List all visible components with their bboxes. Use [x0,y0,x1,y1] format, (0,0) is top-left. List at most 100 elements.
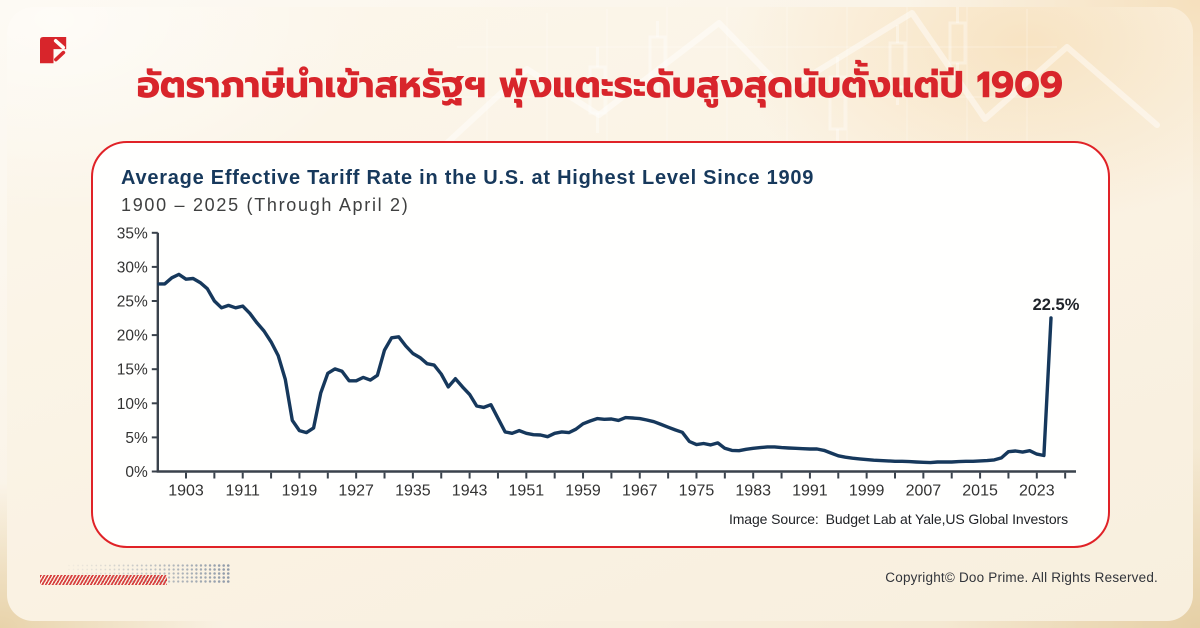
deco-dot [68,568,70,571]
deco-dot [217,564,221,567]
deco-dot [226,564,230,567]
copyright-text: Copyright© Doo Prime. All Rights Reserve… [885,570,1158,585]
x-axis-label: 2015 [962,483,998,500]
deco-dot [213,580,216,583]
deco-dot [208,580,212,583]
deco-dot [145,568,148,571]
deco-dot [81,572,84,575]
deco-dot [172,572,175,575]
deco-dot [181,564,184,567]
y-axis-label: 25% [117,294,148,311]
x-axis-label: 1999 [849,483,885,500]
deco-dot [226,576,230,579]
y-axis-label: 20% [117,328,148,345]
deco-dot [72,572,75,575]
deco-dot [149,572,152,575]
deco-dot [163,564,166,567]
deco-dot [186,572,189,575]
deco-dot [149,564,152,567]
deco-dot [186,564,189,567]
tariff-rate-line [157,272,1053,465]
deco-dot [109,572,111,575]
deco-dot [77,564,79,567]
chart-card: Average Effective Tariff Rate in the U.S… [91,141,1110,548]
deco-dot [204,568,207,571]
deco-dot [68,564,70,567]
peak-annotation-label: 22.5% [1033,296,1080,314]
image-source-note: Image Source: Budget Lab at Yale,US Glob… [728,511,1068,527]
deco-dot [217,572,221,575]
x-axis-label: 1983 [735,483,771,500]
deco-dot [104,572,107,575]
x-axis-label: 2023 [1019,483,1055,500]
deco-dot [199,576,203,579]
x-axis-label: 1919 [282,483,318,500]
deco-dot [199,572,203,575]
logo-flag-shape [40,37,67,64]
deco-dot [167,572,171,575]
deco-dot [195,576,198,579]
deco-dot [104,568,107,571]
x-axis-label: 1975 [679,483,715,500]
deco-dot [118,568,121,571]
deco-dot [104,564,107,567]
deco-dot [217,568,221,571]
x-axis-label: 1903 [168,483,204,500]
deco-dot [158,568,162,571]
deco-dot [217,580,221,583]
deco-dot [95,564,98,567]
deco-dot [77,568,79,571]
deco-dot [167,568,171,571]
deco-dot [222,564,225,567]
deco-dot [213,564,216,567]
deco-dot [99,572,102,575]
deco-dot [72,564,75,567]
deco-dot [167,564,171,567]
x-axis-label: 1935 [395,483,431,500]
deco-dot [118,564,121,567]
deco-dot [213,568,216,571]
deco-dot [122,568,125,571]
deco-dot [190,572,194,575]
deco-dot [109,564,111,567]
deco-dot [186,576,189,579]
deco-dot [190,580,194,583]
deco-dot [195,580,198,583]
deco-dot [127,568,130,571]
deco-dot [136,564,139,567]
x-axis-label: 1991 [792,483,828,500]
deco-dot [208,568,212,571]
deco-dot [190,568,194,571]
logo-slash-red [54,50,66,62]
x-axis-label: 1959 [565,483,601,500]
deco-dot [68,572,70,575]
deco-dot [208,572,212,575]
y-axis-label: 0% [125,464,148,481]
deco-dot [113,572,116,575]
deco-dot [181,576,184,579]
x-axis-label: 1943 [452,483,488,500]
deco-dot [140,568,143,571]
deco-dot [226,568,230,571]
deco-dot [177,568,180,571]
y-axis-label: 10% [117,396,148,413]
x-axis-label: 1967 [622,483,658,500]
deco-dot [226,572,230,575]
deco-dot [154,564,157,567]
deco-dot [177,580,180,583]
deco-dot [167,580,171,583]
chart-subtitle: 1900 – 2025 (Through April 2) [121,195,410,215]
logo-slash-white [53,38,66,50]
deco-dot [222,572,225,575]
deco-dot [154,572,157,575]
deco-dot [217,576,221,579]
deco-dot [158,564,162,567]
deco-dot [122,564,125,567]
deco-dot [122,572,125,575]
deco-dot [95,572,98,575]
chart-title: Average Effective Tariff Rate in the U.S… [121,167,815,189]
x-axis-label: 2007 [906,483,942,500]
deco-dot [181,568,184,571]
deco-dot [86,564,89,567]
